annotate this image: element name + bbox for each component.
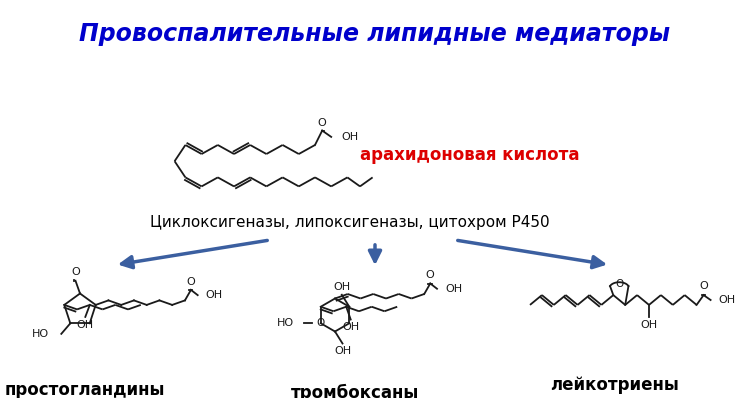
Text: лейкотриены: лейкотриены bbox=[550, 376, 680, 394]
Text: тромбоксаны: тромбоксаны bbox=[291, 384, 419, 398]
Text: OH: OH bbox=[334, 347, 351, 357]
Text: арахидоновая кислота: арахидоновая кислота bbox=[360, 146, 580, 164]
Text: O: O bbox=[316, 318, 325, 328]
Text: O: O bbox=[187, 277, 195, 287]
Text: OH: OH bbox=[445, 284, 462, 294]
Text: OH: OH bbox=[333, 282, 350, 292]
Text: OH: OH bbox=[76, 320, 94, 330]
Text: OH: OH bbox=[718, 295, 736, 305]
Text: Циклоксигеназы, липоксигеназы, цитохром Р450: Циклоксигеназы, липоксигеназы, цитохром … bbox=[150, 215, 550, 230]
Text: OH: OH bbox=[341, 132, 358, 142]
Text: простогландины: простогландины bbox=[4, 381, 165, 398]
Text: O: O bbox=[318, 117, 326, 128]
Text: OH: OH bbox=[206, 290, 223, 300]
Text: O: O bbox=[699, 281, 708, 291]
Text: OH: OH bbox=[640, 320, 658, 330]
Text: O: O bbox=[615, 279, 623, 289]
Text: Провоспалительные липидные медиаторы: Провоспалительные липидные медиаторы bbox=[80, 22, 670, 46]
Text: HO: HO bbox=[277, 318, 294, 328]
Text: OH: OH bbox=[342, 322, 359, 332]
Text: O: O bbox=[71, 267, 80, 277]
Text: O: O bbox=[426, 269, 435, 279]
Text: HO: HO bbox=[32, 329, 50, 339]
